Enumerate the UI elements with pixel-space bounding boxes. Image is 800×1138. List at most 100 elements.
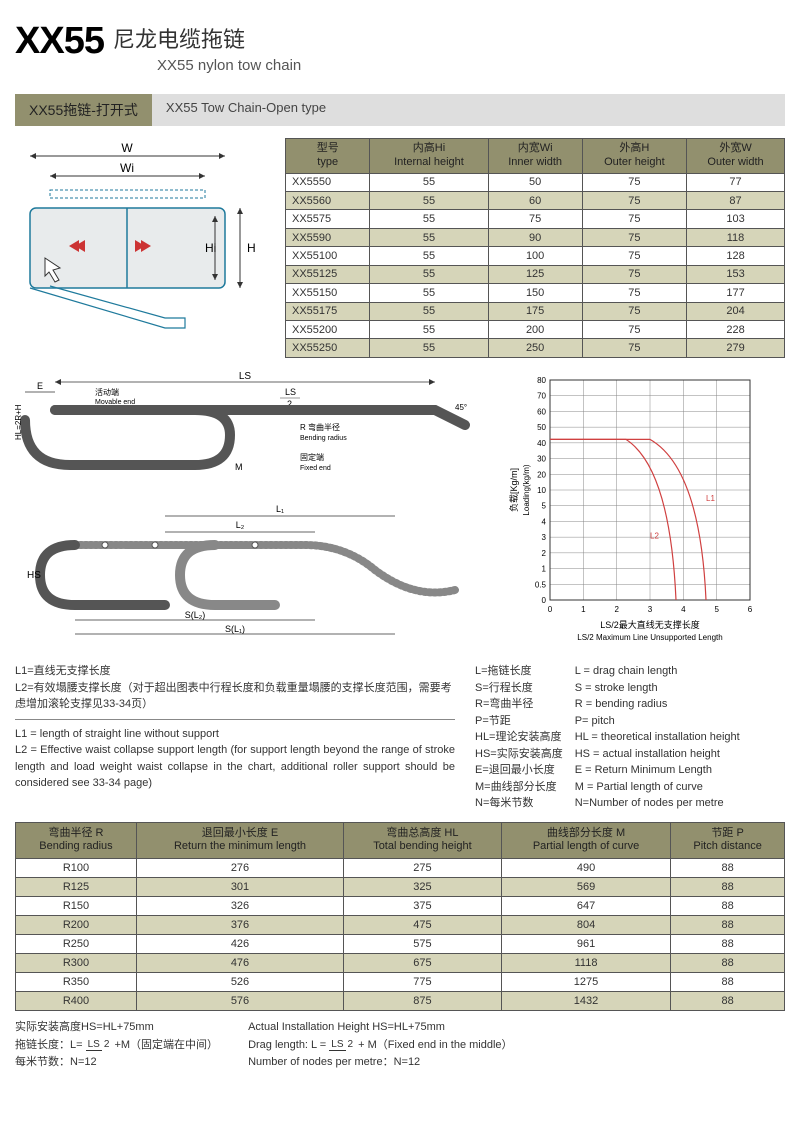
svg-text:30: 30 — [537, 455, 546, 464]
defs-left: L1=直线无支撑长度 L2=有效塌腰支撑长度（对于超出图表中行程长度和负载重量塌… — [15, 663, 455, 812]
svg-text:L₁: L₁ — [276, 504, 284, 514]
svg-text:2: 2 — [542, 549, 547, 558]
def-cn: N=每米节数 — [475, 795, 563, 812]
svg-text:50: 50 — [537, 423, 546, 432]
svg-text:5: 5 — [542, 502, 547, 511]
def-cn: HL=理论安装高度 — [475, 729, 563, 746]
svg-text:6: 6 — [748, 605, 753, 614]
svg-text:3: 3 — [648, 605, 653, 614]
foot-3-cn: 每米节数：N=12 — [15, 1054, 218, 1072]
svg-text:0: 0 — [542, 596, 547, 605]
table-row: R25042657596188 — [16, 935, 785, 954]
table-row: R350526775127588 — [16, 973, 785, 992]
title-en: XX55 nylon tow chain — [157, 57, 785, 74]
section-heading: XX55拖链-打开式 XX55 Tow Chain-Open type — [15, 94, 785, 126]
svg-text:70: 70 — [537, 392, 546, 401]
def-en: HL = theoretical installation height — [575, 729, 740, 746]
table-row: XX551255512575153 — [286, 265, 785, 283]
spec-header: 型号type — [286, 139, 370, 174]
svg-text:40: 40 — [537, 439, 546, 448]
footer-notes: 实际安装高度HS=HL+75mm 拖链长度：L= LS2 +M（固定端在中间） … — [15, 1019, 785, 1072]
l2-cn: L2=有效塌腰支撑长度（对于超出图表中行程长度和负载重量塌腰的支撑长度范围，需要… — [15, 680, 455, 713]
svg-text:20: 20 — [537, 470, 546, 479]
table-row: XX552005520075228 — [286, 321, 785, 339]
svg-text:S(L₁): S(L₁) — [225, 624, 245, 634]
svg-text:2: 2 — [614, 605, 619, 614]
svg-text:4: 4 — [542, 517, 547, 526]
cross-section-diagram: W Wi Hi H — [15, 138, 275, 358]
svg-text:LS/2最大直线无支撑长度: LS/2最大直线无支撑长度 — [600, 619, 700, 630]
table-row: XX551505515075177 — [286, 284, 785, 302]
table-row: R20037647580488 — [16, 916, 785, 935]
svg-text:S(L₂): S(L₂) — [185, 610, 206, 620]
table-row: R10027627549088 — [16, 859, 785, 878]
spec-header: 外宽WOuter width — [687, 139, 785, 174]
def-en: HS = actual installation height — [575, 746, 740, 763]
svg-text:LS/2 Maximum Line Unsupported: LS/2 Maximum Line Unsupported Length — [577, 633, 722, 642]
svg-text:LS: LS — [239, 371, 252, 382]
spec-table: 型号type内高HiInternal height内宽WiInner width… — [285, 138, 785, 358]
svg-text:L₂: L₂ — [236, 520, 245, 530]
svg-text:HL=2R+H: HL=2R+H — [15, 404, 23, 440]
svg-text:L1: L1 — [706, 494, 715, 503]
l2-en: L2 = Effective waist collapse support le… — [15, 742, 455, 792]
def-en: S = stroke length — [575, 680, 740, 697]
section-cn: XX55拖链-打开式 — [15, 94, 152, 126]
definitions: L1=直线无支撑长度 L2=有效塌腰支撑长度（对于超出图表中行程长度和负载重量塌… — [15, 663, 785, 812]
spec-header: 外高HOuter height — [582, 139, 686, 174]
table-row: XX551755517575204 — [286, 302, 785, 320]
table-row: XX555055507577 — [286, 173, 785, 191]
svg-text:Bending radius: Bending radius — [300, 435, 347, 442]
foot-2-en: Drag length: L = LS2 + M（Fixed end in th… — [248, 1037, 512, 1055]
svg-text:60: 60 — [537, 407, 546, 416]
svg-text:E: E — [37, 381, 43, 391]
def-cn: P=节距 — [475, 713, 563, 730]
svg-text:Movable end: Movable end — [95, 399, 135, 406]
def-en: P= pitch — [575, 713, 740, 730]
table-row: XX552505525075279 — [286, 339, 785, 358]
foot-1-en: Actual Installation Height HS=HL+75mm — [248, 1019, 512, 1037]
svg-text:0.5: 0.5 — [535, 580, 547, 589]
svg-text:R 弯曲半径: R 弯曲半径 — [300, 422, 340, 432]
svg-text:45°: 45° — [455, 403, 467, 412]
def-en: E = Return Minimum Length — [575, 762, 740, 779]
side-diagrams: LS E 活动端 Movable end LS 2 R 弯曲半径 Bending… — [15, 370, 495, 653]
svg-text:HS: HS — [27, 570, 41, 581]
svg-text:L2: L2 — [650, 531, 659, 540]
foot-1-cn: 实际安装高度HS=HL+75mm — [15, 1019, 218, 1037]
svg-text:1: 1 — [542, 565, 547, 574]
row-side-chart: LS E 活动端 Movable end LS 2 R 弯曲半径 Bending… — [15, 370, 785, 653]
bend-header: 弯曲半径 RBending radius — [16, 822, 137, 859]
def-en: L = drag chain length — [575, 663, 740, 680]
svg-text:3: 3 — [542, 533, 547, 542]
table-row: R12530132556988 — [16, 878, 785, 897]
table-row: R300476675111888 — [16, 954, 785, 973]
bend-header: 弯曲总高度 HLTotal bending height — [344, 822, 502, 859]
svg-text:LS: LS — [285, 387, 296, 397]
svg-text:5: 5 — [714, 605, 719, 614]
svg-text:Fixed end: Fixed end — [300, 465, 331, 472]
table-row: R15032637564788 — [16, 897, 785, 916]
bend-header: 曲线部分长度 MPartial length of curve — [501, 822, 670, 859]
table-row: XX5575557575103 — [286, 210, 785, 228]
def-cn: E=退回最小长度 — [475, 762, 563, 779]
section-en: XX55 Tow Chain-Open type — [152, 94, 785, 126]
svg-text:10: 10 — [537, 486, 546, 495]
bend-table: 弯曲半径 RBending radius退回最小长度 EReturn the m… — [15, 822, 785, 1012]
svg-text:负载[Kg/m]: 负载[Kg/m] — [508, 468, 519, 512]
bend-header: 退回最小长度 EReturn the minimum length — [136, 822, 343, 859]
def-en: R = bending radius — [575, 696, 740, 713]
svg-text:活动端: 活动端 — [95, 387, 119, 397]
svg-text:Hi: Hi — [205, 241, 216, 255]
def-en: M = Partial length of curve — [575, 779, 740, 796]
l1-en: L1 = length of straight line without sup… — [15, 726, 455, 743]
l1-cn: L1=直线无支撑长度 — [15, 663, 455, 680]
title-cn: 尼龙电缆拖链 — [113, 22, 245, 54]
def-en: N=Number of nodes per metre — [575, 795, 740, 812]
table-row: R400576875143288 — [16, 992, 785, 1011]
load-chart: 8070605040302010543210.500123456L1L2负载[K… — [505, 370, 785, 653]
def-cn: R=弯曲半径 — [475, 696, 563, 713]
foot-2-cn: 拖链长度：L= LS2 +M（固定端在中间） — [15, 1037, 218, 1055]
table-row: XX551005510075128 — [286, 247, 785, 265]
spec-header: 内高HiInternal height — [370, 139, 488, 174]
